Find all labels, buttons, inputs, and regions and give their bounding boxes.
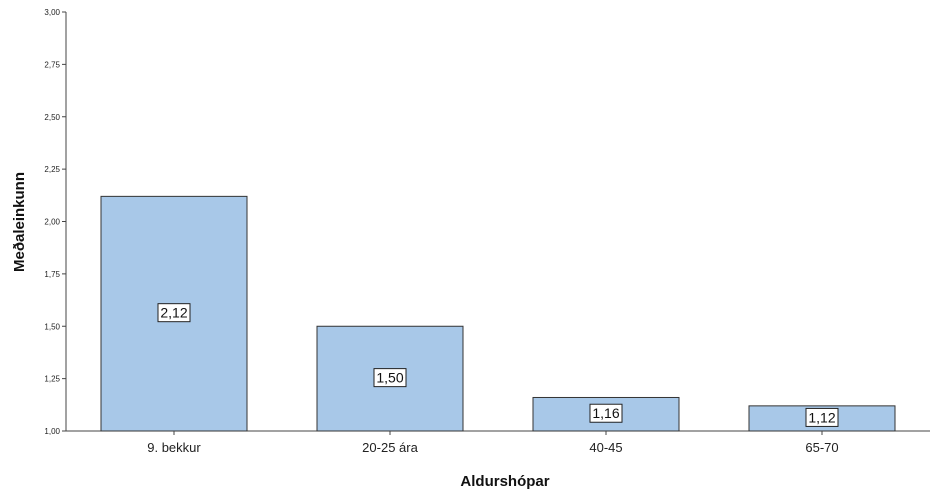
data-labels: 2,12 1,50 1,16 1,12: [157, 303, 839, 427]
y-tick-label: 2,00: [44, 218, 60, 227]
y-tick-label: 2,75: [44, 60, 60, 69]
x-tick-label: 40-45: [589, 440, 622, 455]
x-axis-ticks: 9. bekkur 20-25 ára 40-45 65-70: [147, 431, 839, 455]
data-label-box: [589, 403, 623, 423]
data-label-box: [157, 303, 191, 323]
data-label-box: [805, 407, 839, 427]
y-tick-label: 1,00: [44, 427, 60, 436]
data-label-box: [373, 368, 407, 388]
x-tick-label: 9. bekkur: [147, 440, 201, 455]
y-tick-label: 1,50: [44, 322, 60, 331]
y-tick-label: 2,25: [44, 165, 60, 174]
data-label: 1,50: [376, 370, 403, 386]
y-axis-ticks: 1,00 1,25 1,50 1,75 2,00 2,25 2,50 2,75 3,00: [44, 8, 66, 436]
y-axis-title: Meðaleinkunn: [11, 172, 28, 272]
y-tick-label: 3,00: [44, 8, 60, 17]
y-tick-label: 1,25: [44, 375, 60, 384]
x-tick-label: 20-25 ára: [362, 440, 418, 455]
data-label: 1,16: [592, 405, 619, 421]
y-tick-label: 1,75: [44, 270, 60, 279]
x-tick-label: 65-70: [805, 440, 838, 455]
data-label: 1,12: [808, 409, 835, 425]
x-axis-title: Aldurshópar: [460, 473, 549, 490]
y-tick-label: 2,50: [44, 113, 60, 122]
bars: [100, 195, 896, 432]
data-label: 2,12: [160, 305, 187, 321]
